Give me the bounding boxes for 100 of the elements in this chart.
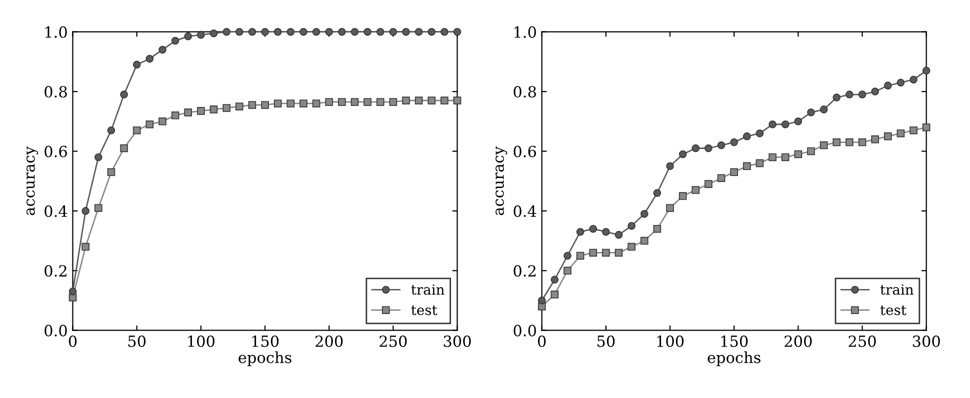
point — [678, 150, 687, 158]
point — [666, 162, 674, 170]
x-tick-label: 50 — [128, 335, 146, 348]
point — [896, 78, 905, 86]
point — [730, 138, 738, 146]
point — [781, 153, 790, 162]
point — [300, 28, 308, 36]
point — [628, 222, 636, 230]
point — [807, 147, 815, 156]
point — [846, 90, 854, 98]
point — [414, 28, 423, 36]
y-tick-label: 0.8 — [514, 86, 536, 98]
x-tick-label: 100 — [188, 335, 214, 348]
x-tick-label: 250 — [848, 335, 876, 348]
point — [146, 120, 154, 128]
y-tick-label: 0.6 — [44, 146, 67, 158]
point — [107, 126, 116, 134]
point — [564, 252, 572, 260]
point — [350, 28, 359, 36]
point — [120, 90, 128, 98]
y-tick-label: 1.0 — [45, 26, 67, 38]
point — [717, 141, 726, 150]
point — [325, 28, 333, 36]
point — [884, 132, 892, 140]
y-tick-label: 0.0 — [514, 324, 536, 336]
y-tick-label: 0.4 — [514, 205, 536, 217]
point — [222, 28, 230, 36]
point — [261, 101, 269, 109]
point — [666, 204, 674, 212]
point — [743, 132, 751, 140]
point — [286, 100, 295, 108]
point — [768, 120, 776, 128]
point — [858, 138, 866, 146]
x-tick-label: 100 — [657, 335, 684, 348]
point — [210, 29, 218, 38]
point — [640, 210, 648, 218]
y-axis-title: accuracy — [26, 146, 38, 216]
point — [364, 98, 372, 106]
point — [312, 28, 320, 36]
point — [132, 60, 141, 69]
point — [538, 296, 546, 304]
point — [576, 228, 584, 236]
point — [184, 108, 192, 116]
point — [132, 126, 141, 134]
point — [171, 36, 180, 45]
point — [820, 141, 828, 150]
point — [589, 248, 598, 257]
point — [653, 189, 662, 197]
point — [756, 129, 764, 138]
point — [692, 186, 700, 194]
y-axis-title: accuracy — [496, 146, 508, 216]
x-tick-label: 300 — [444, 335, 471, 348]
point — [120, 144, 128, 152]
x-tick-label: 250 — [380, 335, 407, 348]
point — [428, 28, 436, 36]
point — [832, 138, 841, 146]
x-tick-label: 0 — [538, 335, 546, 348]
point — [248, 101, 256, 109]
point — [376, 28, 384, 36]
legend-label: train — [880, 284, 914, 295]
point — [846, 138, 854, 146]
point — [743, 162, 751, 170]
point — [235, 102, 244, 110]
point — [312, 100, 320, 108]
x-tick-label: 50 — [598, 335, 615, 348]
point — [210, 106, 218, 114]
point — [781, 120, 790, 128]
point — [440, 96, 448, 104]
point — [704, 180, 712, 188]
point — [146, 54, 154, 63]
point — [653, 224, 662, 233]
point — [389, 28, 398, 36]
point — [414, 96, 423, 104]
x-tick-label: 150 — [721, 335, 748, 348]
point — [261, 28, 269, 36]
point — [197, 30, 205, 39]
point — [692, 144, 700, 152]
point — [910, 76, 918, 84]
point — [350, 98, 359, 106]
point — [820, 106, 828, 114]
point — [248, 28, 256, 36]
y-tick-label: 0.2 — [44, 265, 66, 277]
x-tick-label: 0 — [68, 335, 77, 348]
x-axis-title: epochs — [238, 351, 292, 366]
point — [602, 228, 610, 236]
point — [300, 100, 308, 108]
point — [197, 107, 205, 115]
point — [704, 144, 712, 152]
point — [730, 168, 738, 176]
x-tick-label: 150 — [252, 335, 279, 348]
point — [896, 129, 905, 138]
point — [550, 276, 559, 284]
point — [756, 159, 764, 168]
point — [550, 290, 559, 298]
legend-label: test — [880, 306, 906, 316]
point — [402, 28, 410, 36]
point — [589, 224, 598, 233]
point — [286, 28, 295, 36]
point — [94, 153, 102, 162]
point — [640, 236, 648, 245]
